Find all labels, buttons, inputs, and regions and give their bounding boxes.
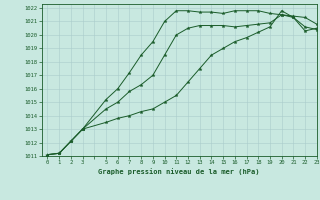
- X-axis label: Graphe pression niveau de la mer (hPa): Graphe pression niveau de la mer (hPa): [99, 168, 260, 175]
